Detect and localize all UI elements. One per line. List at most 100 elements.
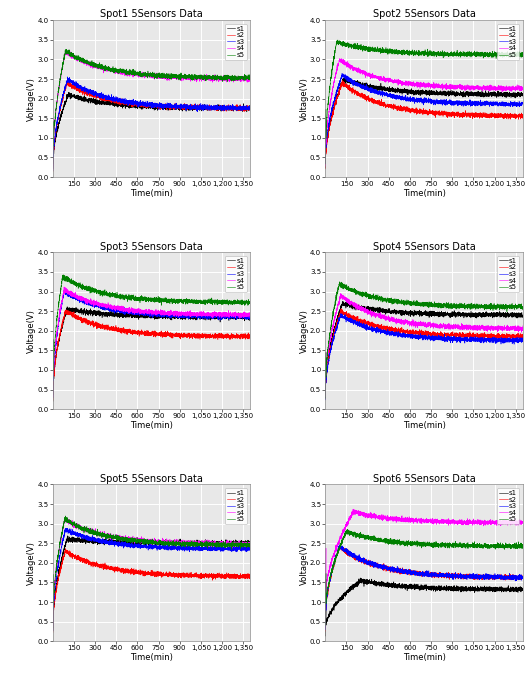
s2 xyxy=(84,558,90,566)
s1 xyxy=(407,88,413,97)
s1 xyxy=(520,313,526,321)
s1 xyxy=(343,73,350,81)
Title: Spot1 5Sensors Data: Spot1 5Sensors Data xyxy=(100,9,203,20)
s1 xyxy=(398,308,404,317)
s2 xyxy=(222,570,228,578)
s1 xyxy=(222,103,228,111)
s5 xyxy=(398,539,404,547)
X-axis label: Time(min): Time(min) xyxy=(402,188,446,198)
s2 xyxy=(126,567,132,575)
s3 xyxy=(337,541,343,549)
s2 xyxy=(495,572,501,580)
Line: s4: s4 xyxy=(53,518,250,626)
Line: s5: s5 xyxy=(325,281,523,398)
s1 xyxy=(345,587,351,595)
s1 xyxy=(134,102,140,110)
s2 xyxy=(72,82,79,90)
s2 xyxy=(495,114,501,122)
s4 xyxy=(338,55,344,63)
s5 xyxy=(243,298,250,306)
s4 xyxy=(222,74,228,82)
X-axis label: Time(min): Time(min) xyxy=(130,188,173,198)
s4 xyxy=(322,618,328,626)
s2 xyxy=(134,102,140,110)
s2 xyxy=(407,327,413,335)
Line: s4: s4 xyxy=(325,294,523,397)
s1 xyxy=(50,398,56,406)
s3 xyxy=(72,293,79,301)
s5 xyxy=(322,160,328,168)
s3 xyxy=(222,545,228,554)
Line: s2: s2 xyxy=(325,308,523,399)
s4 xyxy=(520,322,526,330)
s3 xyxy=(520,574,526,582)
s1 xyxy=(134,539,140,547)
s3 xyxy=(126,97,132,105)
s1 xyxy=(222,313,228,321)
s5 xyxy=(322,394,328,402)
s4 xyxy=(84,296,90,304)
s1 xyxy=(357,574,364,582)
s3 xyxy=(338,309,344,317)
s3 xyxy=(134,311,140,319)
s2 xyxy=(247,105,253,113)
s3 xyxy=(243,102,250,110)
s3 xyxy=(126,306,132,315)
Line: s1: s1 xyxy=(325,77,523,168)
s3 xyxy=(398,95,404,103)
s1 xyxy=(50,627,56,635)
s3 xyxy=(345,75,351,83)
s4 xyxy=(350,505,356,513)
s5 xyxy=(222,539,228,547)
s4 xyxy=(243,310,250,319)
s2 xyxy=(50,396,56,404)
s5 xyxy=(516,541,522,549)
s4 xyxy=(398,318,404,326)
s2 xyxy=(126,98,132,106)
s4 xyxy=(134,308,140,316)
s2 xyxy=(337,541,343,549)
s5 xyxy=(322,621,328,629)
s1 xyxy=(340,297,346,305)
s5 xyxy=(222,72,228,80)
s1 xyxy=(516,313,522,321)
s3 xyxy=(84,533,90,541)
s2 xyxy=(84,317,90,325)
s2 xyxy=(520,115,526,123)
s1 xyxy=(322,394,328,402)
s2 xyxy=(407,105,413,113)
s1 xyxy=(84,95,90,103)
s5 xyxy=(356,529,363,537)
s1 xyxy=(516,585,522,593)
s3 xyxy=(134,541,140,549)
s5 xyxy=(398,298,404,306)
s5 xyxy=(134,70,140,78)
s2 xyxy=(516,333,522,341)
s1 xyxy=(495,90,501,98)
s2 xyxy=(243,572,250,580)
s5 xyxy=(335,36,341,44)
s1 xyxy=(243,311,250,319)
s3 xyxy=(495,101,501,109)
s1 xyxy=(64,532,71,540)
s3 xyxy=(72,80,79,88)
s5 xyxy=(407,298,413,306)
s3 xyxy=(247,313,253,321)
s2 xyxy=(345,82,351,90)
Line: s3: s3 xyxy=(53,289,250,398)
s5 xyxy=(84,284,90,292)
Line: s5: s5 xyxy=(53,49,250,164)
s3 xyxy=(247,103,253,111)
s1 xyxy=(72,94,79,102)
s4 xyxy=(516,85,522,93)
s2 xyxy=(322,165,328,173)
Y-axis label: Voltage(V): Voltage(V) xyxy=(299,77,308,121)
s5 xyxy=(495,541,501,549)
X-axis label: Time(min): Time(min) xyxy=(130,653,173,662)
Line: s4: s4 xyxy=(325,509,523,622)
s2 xyxy=(495,333,501,342)
s5 xyxy=(247,300,253,308)
Line: s5: s5 xyxy=(325,40,523,164)
s2 xyxy=(63,306,69,314)
s1 xyxy=(322,164,328,172)
